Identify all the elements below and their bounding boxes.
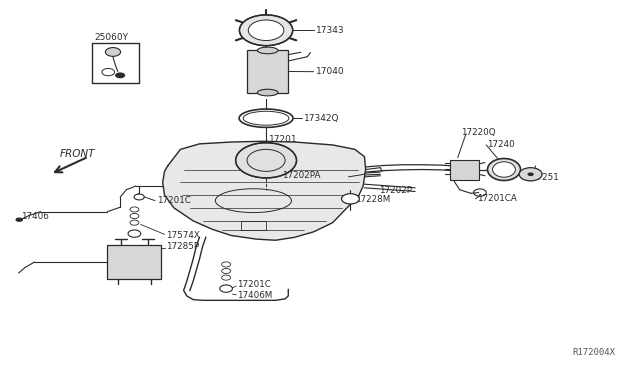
- Bar: [241, 221, 266, 230]
- Text: 17228M: 17228M: [355, 195, 390, 204]
- Text: 17202P: 17202P: [379, 186, 412, 195]
- Ellipse shape: [257, 89, 278, 96]
- Bar: [92, 43, 139, 83]
- Text: 25060Y: 25060Y: [95, 33, 129, 42]
- Circle shape: [15, 218, 23, 222]
- Circle shape: [128, 230, 141, 237]
- Text: 17201C: 17201C: [237, 280, 271, 289]
- FancyBboxPatch shape: [450, 160, 479, 180]
- FancyBboxPatch shape: [247, 51, 288, 93]
- Circle shape: [342, 194, 359, 204]
- Circle shape: [519, 168, 542, 181]
- Circle shape: [134, 194, 144, 200]
- Text: 17574X: 17574X: [166, 231, 200, 240]
- Text: R172004X: R172004X: [572, 349, 615, 357]
- Text: 17201CA: 17201CA: [477, 194, 516, 203]
- Ellipse shape: [257, 47, 278, 54]
- Circle shape: [220, 285, 232, 292]
- Text: 17201: 17201: [269, 135, 298, 144]
- Polygon shape: [163, 141, 365, 240]
- Ellipse shape: [239, 109, 293, 127]
- Circle shape: [115, 73, 125, 78]
- Bar: [108, 245, 161, 279]
- Ellipse shape: [488, 158, 520, 180]
- Text: 17251: 17251: [531, 173, 559, 182]
- Text: 17406M: 17406M: [237, 291, 273, 301]
- Circle shape: [248, 20, 284, 41]
- Text: 17202PA: 17202PA: [282, 170, 321, 180]
- Ellipse shape: [243, 111, 289, 125]
- Circle shape: [106, 48, 120, 56]
- Text: 17342Q: 17342Q: [304, 114, 340, 123]
- Text: 17220Q: 17220Q: [461, 128, 495, 137]
- Text: 17406: 17406: [20, 212, 48, 221]
- Text: 17285P: 17285P: [166, 242, 200, 251]
- Text: 17240: 17240: [488, 141, 515, 150]
- Text: 17201C: 17201C: [157, 196, 191, 205]
- Ellipse shape: [493, 162, 515, 177]
- Text: 17343: 17343: [316, 26, 344, 35]
- Circle shape: [527, 173, 534, 176]
- Text: FRONT: FRONT: [60, 149, 95, 159]
- Circle shape: [239, 15, 292, 46]
- Circle shape: [236, 143, 296, 178]
- Text: 17040: 17040: [316, 67, 344, 76]
